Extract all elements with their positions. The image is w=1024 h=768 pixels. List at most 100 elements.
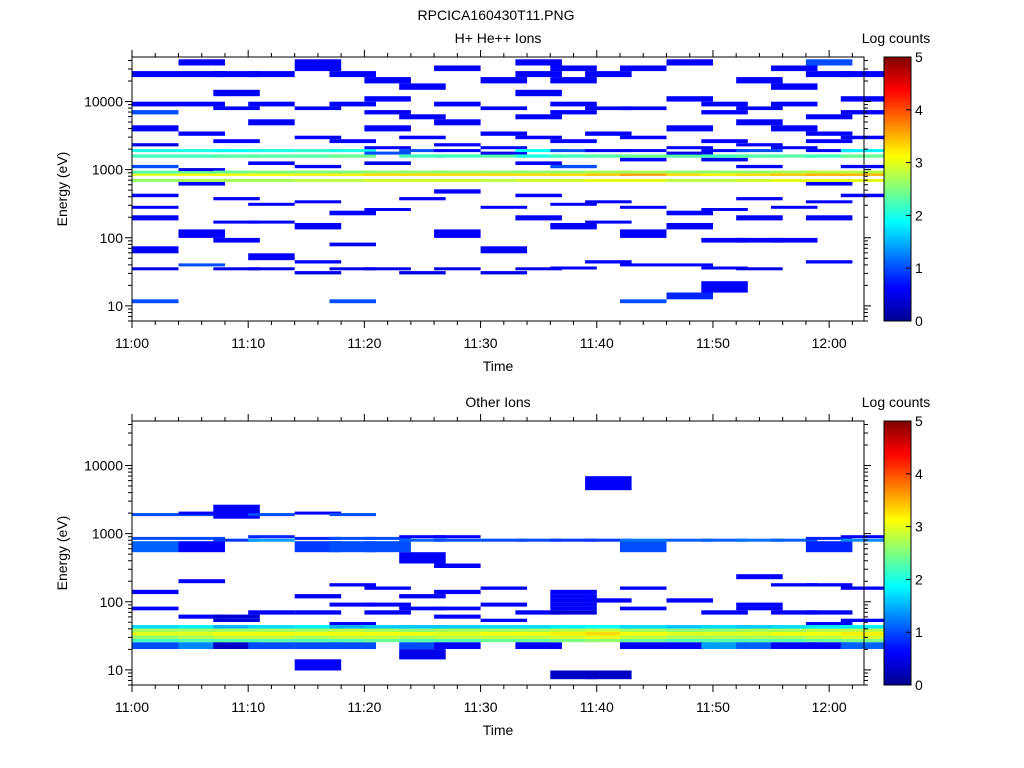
heatmap-cell [213,614,260,619]
heatmap-cell [666,635,713,639]
heatmap-cell [364,110,411,115]
heatmap-cell [620,632,667,636]
heatmap-cell [585,179,632,182]
heatmap-cell [248,202,295,206]
heatmap-cell [178,170,225,174]
heatmap-cell [701,101,748,107]
colorbar-tick-label: 0 [915,677,923,693]
heatmap-cell [132,267,179,271]
heatmap-cell [132,154,179,158]
heatmap-cell [213,538,260,542]
heatmap-cell [329,172,376,176]
heatmap-cell [329,602,376,607]
heatmap-cell [213,154,260,158]
heatmap-cell [805,59,853,66]
heatmap-cell [248,535,295,539]
heatmap-cell [585,538,632,542]
heatmap-cell [434,563,481,568]
heatmap-cell [550,170,597,174]
heatmap-cell [178,154,225,158]
heatmap-cell [132,179,179,182]
colorbar-tick-label: 1 [915,624,923,640]
x-tick-label: 11:30 [464,699,498,715]
heatmap-cell [132,299,179,304]
heatmap-cell [294,536,342,540]
heatmap-cell [736,632,783,636]
heatmap-cell [736,642,783,649]
heatmap-cell [515,538,562,542]
heatmap-cell [364,635,411,639]
heatmap-cell [550,164,597,169]
heatmap-cell [736,119,783,126]
colorbar-tick-label: 5 [915,49,923,65]
heatmap-cell [364,179,411,182]
heatmap-cell [666,146,713,150]
heatmap-cell [620,179,667,182]
x-tick-label: 12:00 [812,335,847,351]
heatmap-cell [132,606,179,611]
heatmap-cell [805,635,853,639]
heatmap-cell [771,83,818,90]
heatmap-cell [294,632,342,636]
heatmap-cell [364,625,411,629]
heatmap-cell [213,625,260,629]
heatmap-cell [364,267,411,271]
heatmap-cell [248,635,295,639]
y-axis-label: Energy (eV) [54,516,70,591]
x-tick-label: 11:20 [347,699,381,715]
heatmap-cell [294,635,342,639]
heatmap-cell [620,205,667,209]
heatmap-cell [515,193,562,198]
heatmap-cell [771,237,818,243]
heatmap-cell [666,628,713,633]
heatmap-cell [620,625,667,629]
heatmap-cell [585,598,632,603]
heatmap-cell [771,538,818,542]
heatmap-cell [132,513,179,517]
heatmap-cell [701,638,748,643]
heatmap-cell [329,583,376,587]
x-tick-label: 11:40 [580,699,614,715]
heatmap-cell [701,110,748,115]
heatmap-cell [399,642,446,649]
y-tick-label: 100 [100,594,124,610]
heatmap-cell [666,151,713,155]
heatmap-cell [364,541,411,553]
heatmap-cell [434,229,481,238]
heatmap-cell [736,625,783,629]
heatmap-cell [805,114,853,120]
heatmap-cell [480,635,528,639]
heatmap-cell [701,642,748,649]
heatmap-cell [329,139,376,144]
x-tick-label: 11:30 [464,335,498,351]
heatmap-cell [666,172,713,176]
heatmap-cell [329,536,376,540]
heatmap-cell [805,642,853,649]
heatmap-cell [434,635,481,639]
heatmap-cell [736,77,783,84]
heatmap-cell [805,154,853,158]
heatmap-cell [434,119,481,126]
heatmap-cell [294,541,342,553]
heatmap-cell [515,642,562,649]
heatmap-cell [771,172,818,176]
heatmap-cell [213,170,260,174]
heatmap-cell [399,635,446,639]
heatmap-cell [585,476,632,491]
heatmap-cell [178,632,225,636]
heatmap-cell [399,83,446,90]
heatmap-cell [294,594,342,599]
heatmap-cell [132,628,179,633]
heatmap-cell [434,638,481,643]
heatmap-cell [248,170,295,174]
heatmap-cell [294,106,342,111]
x-tick-label: 11:00 [115,335,149,351]
heatmap-cell [805,139,853,144]
heatmap-cell [132,101,179,107]
heatmap-cell [585,628,632,633]
heatmap-cell [178,172,225,176]
x-axis-label: Time [483,358,514,374]
heatmap-cell [771,638,818,643]
heatmap-cell [399,632,446,636]
heatmap-cells [132,59,888,304]
